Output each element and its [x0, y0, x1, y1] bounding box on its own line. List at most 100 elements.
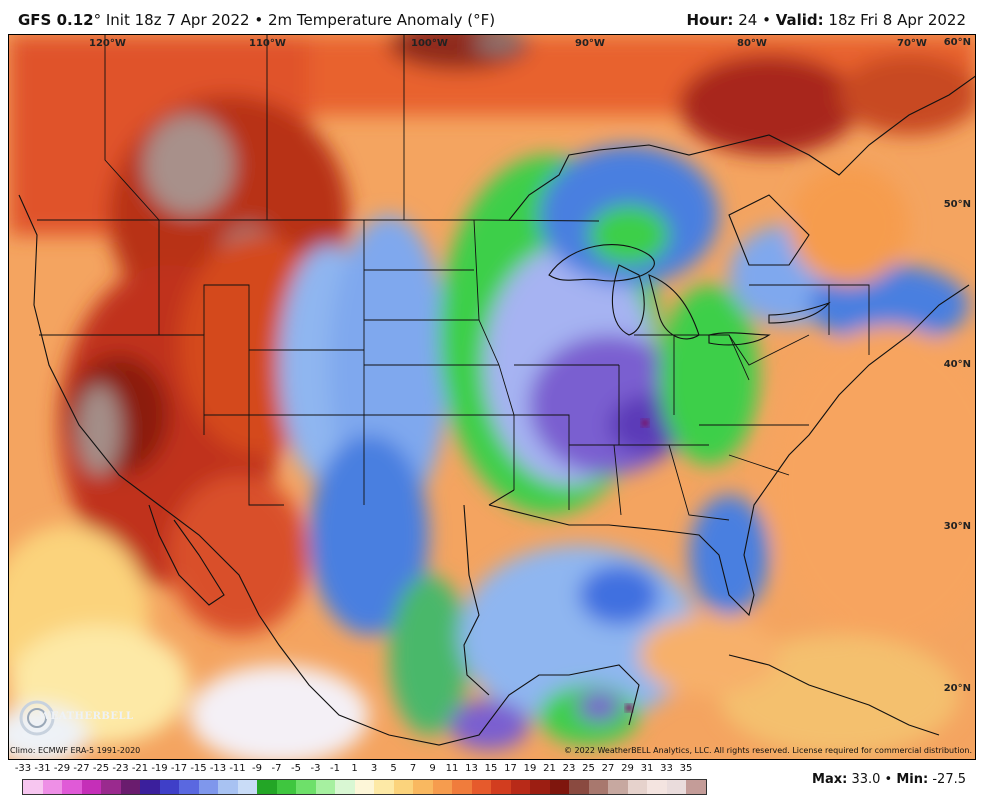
- lon-label-110w: 110°W: [249, 38, 286, 49]
- scale-label: -27: [73, 763, 90, 774]
- lon-label-100w: 100°W: [411, 38, 448, 49]
- scale-label: 11: [445, 763, 459, 774]
- scale-label: -23: [112, 763, 129, 774]
- scale-label: -17: [170, 763, 188, 774]
- scale-label: -21: [131, 763, 149, 774]
- scale-label: -31: [34, 763, 51, 774]
- scale-label: -33: [14, 763, 32, 774]
- scale-label: -25: [92, 763, 110, 774]
- scale-labels: -33 -31 -29 -27 -25 -23 -21 -19 -17 -15 -13 -11 -9 -7…: [10, 763, 710, 777]
- scale-label: -29: [53, 763, 71, 774]
- scale-swatch: [432, 780, 452, 794]
- logo-swirl-icon: [19, 700, 55, 736]
- scale-label: 25: [582, 763, 595, 774]
- hour-value: 24: [738, 11, 758, 29]
- scale-swatch: [686, 780, 706, 794]
- scale-swatch: [530, 780, 550, 794]
- max-value: 33.0: [851, 772, 881, 787]
- max-min-readout: Max: 33.0 • Min: -27.5: [812, 772, 966, 787]
- scale-label: 15: [484, 763, 498, 774]
- scale-label: 23: [562, 763, 576, 774]
- scale-label: 1: [351, 763, 358, 774]
- color-scale: -33 -31 -29 -27 -25 -23 -21 -19 -17 -15 -13 -11 -9 -7…: [10, 763, 710, 803]
- scale-label: -13: [209, 763, 227, 774]
- title-right: Hour: 24 • Valid: 18z Fri 8 Apr 2022: [686, 11, 966, 29]
- lat-label-20n: 20°N: [943, 683, 971, 694]
- scale-swatch: [569, 780, 589, 794]
- scale-swatch: [120, 780, 140, 794]
- scale-swatch: [413, 780, 433, 794]
- title-bar: GFS 0.12° Init 18z 7 Apr 2022 • 2m Tempe…: [0, 0, 984, 34]
- scale-swatch: [198, 780, 218, 794]
- scale-label: 19: [523, 763, 537, 774]
- scale-label: 33: [660, 763, 673, 774]
- scale-swatch: [140, 780, 160, 794]
- init-time: Init 18z 7 Apr 2022: [105, 11, 250, 29]
- scale-swatch: [491, 780, 511, 794]
- scale-label: 29: [621, 763, 634, 774]
- scale-swatch: [101, 780, 121, 794]
- scale-swatch: [588, 780, 608, 794]
- scale-swatch: [393, 780, 413, 794]
- anomaly-map[interactable]: 120°W 110°W 100°W 90°W 80°W 70°W 60°N 50…: [8, 34, 976, 760]
- scale-swatch: [237, 780, 257, 794]
- scale-swatch: [159, 780, 179, 794]
- scale-swatch: [666, 780, 686, 794]
- scale-bar: [22, 779, 707, 795]
- scale-swatch: [549, 780, 569, 794]
- weatherbell-logo: WEATHERBELL: [15, 697, 133, 739]
- valid-value: 18z Fri 8 Apr 2022: [828, 11, 966, 29]
- scale-label: 27: [601, 763, 615, 774]
- scale-label: -5: [291, 763, 301, 774]
- scale-swatch: [42, 780, 62, 794]
- state-borders: [37, 35, 870, 521]
- scale-swatch: [62, 780, 82, 794]
- scale-swatch: [354, 780, 374, 794]
- max-label: Max:: [812, 772, 848, 787]
- scale-swatch: [627, 780, 647, 794]
- scale-swatch: [296, 780, 316, 794]
- scale-swatch: [276, 780, 296, 794]
- min-value: -27.5: [932, 772, 966, 787]
- lon-label-120w: 120°W: [89, 38, 126, 49]
- anomaly-min-spot-2: [641, 419, 649, 427]
- scale-label: -1: [330, 763, 340, 774]
- scale-label: -3: [310, 763, 321, 774]
- coastlines: [18, 75, 975, 746]
- scale-label: -11: [229, 763, 246, 774]
- scale-swatch: [257, 780, 277, 794]
- scale-label: 5: [390, 763, 397, 774]
- scale-swatch: [335, 780, 355, 794]
- title-left: GFS 0.12° Init 18z 7 Apr 2022 • 2m Tempe…: [18, 11, 495, 29]
- scale-label: -19: [151, 763, 168, 774]
- anomaly-min-spot: [625, 704, 633, 712]
- scale-label: 31: [640, 763, 654, 774]
- separator-dot: •: [254, 11, 264, 29]
- scale-swatch: [510, 780, 530, 794]
- scale-swatch: [179, 780, 199, 794]
- scale-swatch: [218, 780, 238, 794]
- scale-swatch: [315, 780, 335, 794]
- scale-swatch: [374, 780, 394, 794]
- copyright-text: © 2022 WeatherBELL Analytics, LLC. All r…: [564, 746, 972, 755]
- lon-label-80w: 80°W: [737, 38, 767, 49]
- scale-label: -9: [252, 763, 262, 774]
- scale-swatch: [471, 780, 491, 794]
- lon-label-70w: 70°W: [897, 38, 927, 49]
- scale-label: 21: [543, 763, 556, 774]
- scale-swatch: [452, 780, 472, 794]
- maxmin-bullet: •: [884, 772, 893, 787]
- scale-label: 13: [465, 763, 478, 774]
- separator-dot-2: •: [762, 11, 771, 29]
- scale-label: 9: [429, 763, 436, 774]
- min-label: Min:: [896, 772, 929, 787]
- product-name: 2m Temperature Anomaly (°F): [267, 11, 496, 29]
- scale-swatch: [81, 780, 101, 794]
- model-name: GFS 0.12: [18, 11, 94, 29]
- lon-label-90w: 90°W: [575, 38, 605, 49]
- lat-label-40n: 40°N: [943, 359, 971, 370]
- scale-swatch: [23, 780, 43, 794]
- lat-label-50n: 50°N: [943, 199, 971, 210]
- valid-label: Valid:: [775, 11, 824, 29]
- scale-label: 7: [409, 763, 417, 774]
